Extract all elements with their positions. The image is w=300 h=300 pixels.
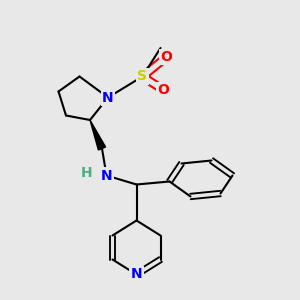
Text: S: S xyxy=(137,70,148,83)
Text: H: H xyxy=(81,166,93,180)
Text: O: O xyxy=(160,50,172,64)
Polygon shape xyxy=(90,120,106,150)
Text: N: N xyxy=(101,169,112,182)
Text: O: O xyxy=(158,83,169,97)
Text: N: N xyxy=(131,268,142,281)
Text: N: N xyxy=(102,91,114,104)
